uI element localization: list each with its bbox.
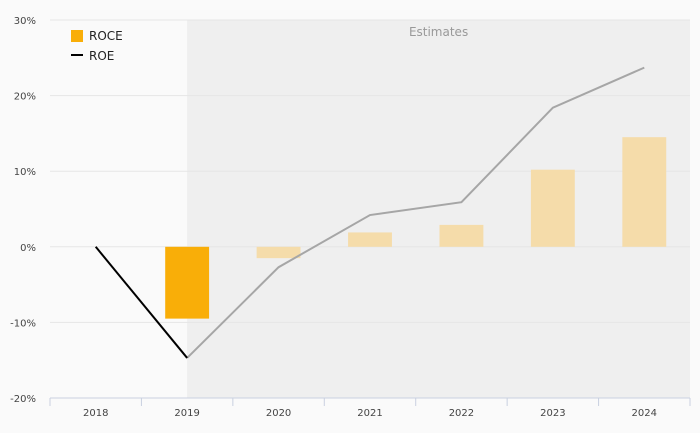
y-tick-label: 0% <box>20 243 36 254</box>
roce-bar <box>165 246 210 319</box>
estimates-region <box>187 20 690 398</box>
x-tick-label: 2020 <box>266 408 291 419</box>
roce-bars <box>165 137 667 319</box>
roce-bar <box>256 246 301 259</box>
roce-bar <box>622 137 667 247</box>
estimates-label: Estimates <box>409 25 468 39</box>
x-tick-label: 2024 <box>632 408 657 419</box>
y-tick-label: -10% <box>10 318 36 329</box>
x-tick-label: 2019 <box>174 408 199 419</box>
x-tick-label: 2022 <box>449 408 474 419</box>
y-tick-label: -20% <box>10 394 36 405</box>
roe-line-estimate <box>186 66 645 359</box>
x-tick-label: 2018 <box>83 408 108 419</box>
y-tick-label: 10% <box>14 167 36 178</box>
y-tick-label: 30% <box>14 16 36 27</box>
y-axis-ticks: 30% 20% 10% 0% -10% -20% <box>10 16 36 405</box>
x-tick-label: 2021 <box>357 408 382 419</box>
legend: ROCE ROE <box>71 29 123 63</box>
legend-label-roe: ROE <box>89 49 114 63</box>
roe-line <box>94 66 645 359</box>
legend-label-roce: ROCE <box>89 29 123 43</box>
roce-bar <box>348 232 392 247</box>
roce-bar <box>530 169 575 247</box>
y-tick-label: 20% <box>14 92 36 103</box>
roe-line-actual <box>94 246 188 359</box>
x-axis: 2018 2019 2020 2021 2022 2023 2024 <box>49 397 691 419</box>
roce-bar <box>439 224 484 247</box>
legend-swatch-roce <box>71 30 83 42</box>
x-tick-label: 2023 <box>540 408 565 419</box>
